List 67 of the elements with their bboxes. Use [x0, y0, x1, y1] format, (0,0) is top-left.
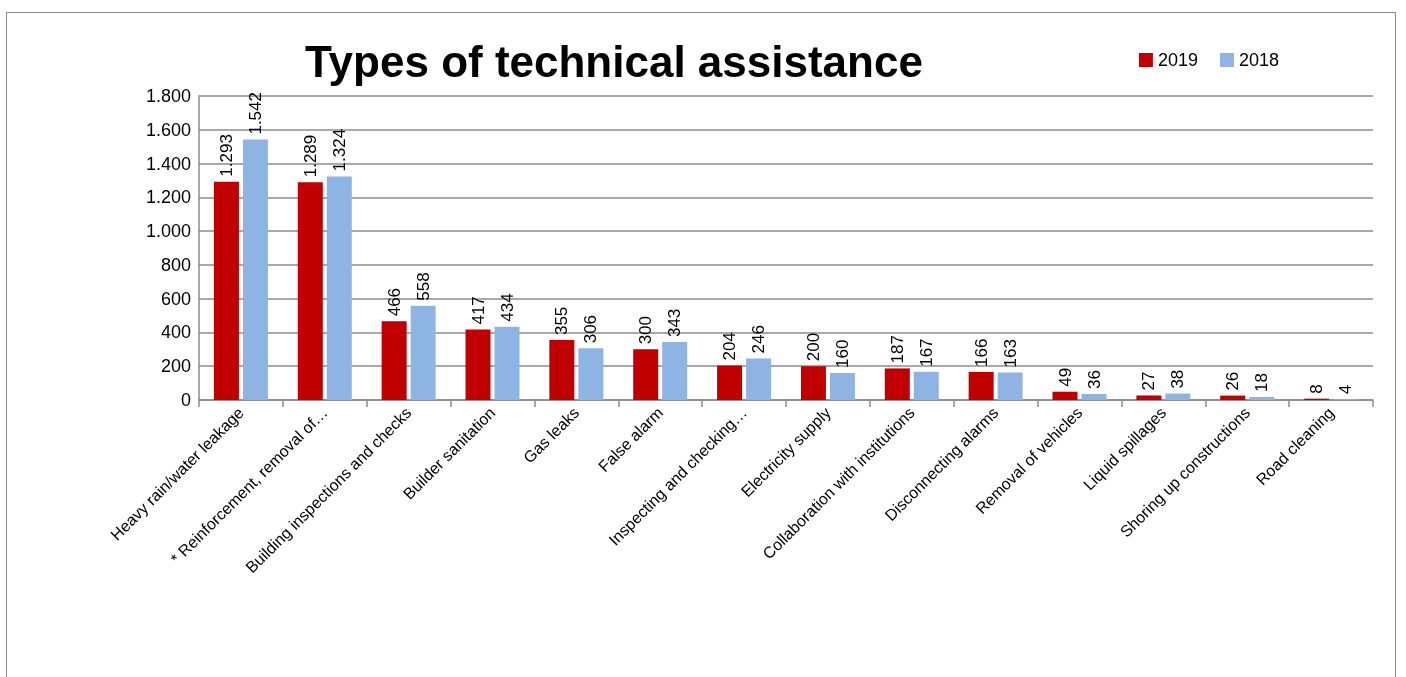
bar: [549, 340, 575, 400]
bar: [1052, 391, 1078, 400]
chart-title: Types of technical assistance: [305, 36, 923, 86]
data-label: 306: [581, 314, 601, 344]
data-label: 166: [971, 338, 991, 367]
data-label: 163: [1000, 339, 1020, 368]
data-label: 246: [749, 325, 769, 354]
data-label: 27: [1139, 371, 1159, 391]
data-label: 1.293: [216, 134, 236, 177]
bar: [381, 321, 407, 400]
bar: [884, 368, 910, 400]
data-label: 167: [916, 338, 936, 367]
bar: [1081, 393, 1107, 400]
data-label: 4: [1336, 384, 1356, 395]
bar: [968, 371, 994, 400]
data-label: 18: [1252, 373, 1272, 392]
data-label: 160: [832, 339, 852, 368]
y-tick-label: 1.800: [145, 86, 191, 106]
bar: [465, 329, 491, 400]
bar: [829, 372, 855, 400]
data-label: 417: [468, 296, 488, 325]
bar: [633, 349, 659, 400]
data-label: 300: [636, 315, 656, 345]
bar: [494, 326, 520, 400]
bar: [326, 176, 352, 400]
y-tick-label: 400: [160, 322, 191, 343]
bar: [410, 305, 436, 400]
bar: [746, 358, 772, 400]
y-tick-label: 0: [180, 390, 191, 410]
bar: [242, 139, 268, 400]
bar: [717, 365, 743, 400]
bar: [578, 348, 604, 400]
data-label: 1.324: [329, 128, 349, 172]
y-tick-label: 1.400: [145, 153, 191, 174]
data-label: 1.542: [245, 92, 265, 135]
bar: [1165, 393, 1191, 400]
data-label: 26: [1223, 371, 1243, 391]
y-tick-label: 200: [160, 356, 191, 377]
data-label: 38: [1168, 369, 1188, 389]
bar: [662, 342, 688, 400]
y-tick-label: 1.600: [145, 119, 191, 140]
bar: [1136, 395, 1162, 400]
data-label: 200: [803, 332, 823, 362]
data-label: 187: [887, 335, 907, 364]
data-label: 36: [1084, 370, 1104, 389]
data-label: 558: [413, 272, 433, 301]
bar: [213, 181, 239, 400]
bar: [297, 182, 323, 400]
legend-label: 2018: [1238, 50, 1279, 70]
data-label: 434: [497, 293, 517, 322]
data-label: 8: [1307, 384, 1327, 394]
data-label: 204: [720, 332, 740, 361]
data-label: 49: [1055, 367, 1075, 387]
y-tick-label: 1.200: [145, 187, 191, 208]
bar: [913, 371, 939, 400]
bar: [800, 366, 826, 400]
data-label: 466: [384, 287, 404, 317]
bar: [1220, 395, 1246, 400]
y-tick-label: 800: [160, 254, 191, 275]
data-label: 343: [665, 308, 685, 338]
legend-label: 2019: [1157, 50, 1198, 70]
data-label: 355: [552, 306, 572, 336]
y-tick-label: 600: [160, 288, 191, 309]
y-tick-label: 1.000: [145, 221, 191, 242]
data-label: 1.289: [300, 134, 320, 178]
bar: [997, 372, 1023, 400]
bar: [1249, 396, 1275, 400]
